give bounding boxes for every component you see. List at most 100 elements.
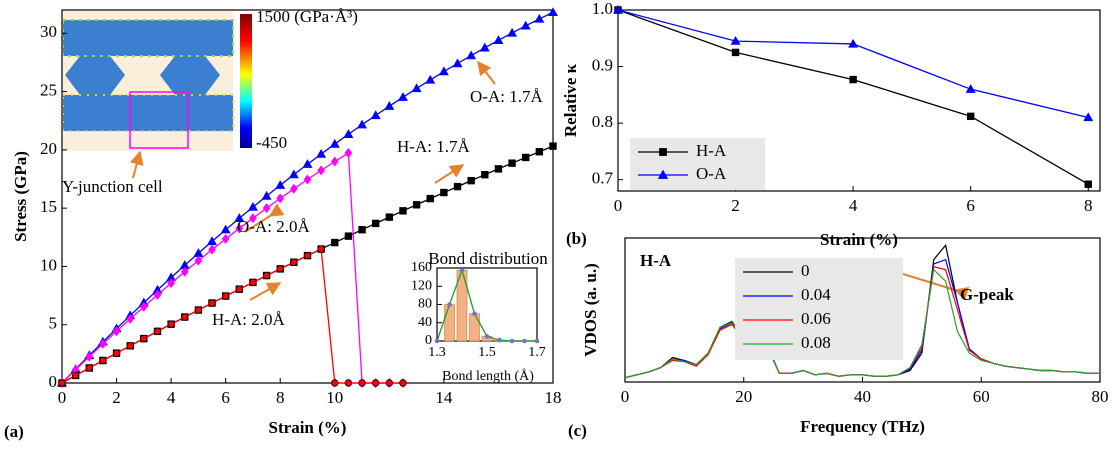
marker — [425, 74, 436, 84]
marker — [71, 371, 80, 380]
marker — [548, 7, 558, 17]
marker — [208, 299, 216, 307]
marker — [520, 20, 531, 30]
marker — [112, 326, 121, 337]
marker — [330, 156, 339, 167]
marker — [385, 213, 394, 221]
marker — [99, 338, 107, 349]
annotation: O-A: 2.0Å — [237, 217, 310, 236]
panel-label: (b) — [566, 229, 587, 248]
marker — [534, 338, 540, 344]
panel-label: (a) — [4, 422, 24, 441]
marker — [194, 255, 203, 266]
marker — [509, 338, 515, 344]
annotation: H-A: 2.0Å — [212, 310, 285, 329]
x-tick-label: 0 — [621, 387, 630, 406]
legend-label: 0 — [801, 261, 810, 280]
marker — [167, 278, 175, 289]
marker — [153, 289, 162, 300]
marker — [479, 42, 490, 52]
marker — [371, 379, 380, 387]
arrows — [244, 60, 970, 301]
marker — [262, 203, 271, 214]
marker — [411, 83, 422, 93]
marker — [290, 258, 298, 266]
marker — [459, 267, 465, 273]
x-tick-label: 18 — [545, 388, 562, 407]
x-tick-label: 14 — [435, 388, 453, 407]
marker — [126, 313, 134, 324]
x-tick-label: 40 — [854, 387, 871, 406]
line — [624, 268, 1100, 379]
y-tick-label: 0.7 — [592, 169, 614, 188]
annotation: H-A: 1.7Å — [397, 137, 470, 156]
legend-label: 0.04 — [801, 285, 831, 304]
marker — [357, 119, 368, 129]
marker — [358, 226, 366, 234]
line — [617, 9, 1089, 119]
marker — [522, 153, 530, 162]
marker — [434, 338, 440, 344]
marker — [288, 169, 299, 179]
x-tick-label: 0 — [58, 388, 67, 407]
x-axis-label: Frequency (THz) — [800, 417, 925, 436]
marker — [384, 101, 395, 110]
marker — [85, 351, 94, 362]
marker — [221, 292, 230, 300]
colorbar-label: 1500 (GPa·Å³) — [256, 7, 358, 26]
annotation: Y-junction cell — [62, 177, 163, 196]
marker — [371, 219, 380, 228]
bar — [444, 304, 455, 342]
axes-frame — [617, 9, 1101, 192]
marker — [399, 379, 407, 387]
marker — [247, 201, 258, 211]
marker — [180, 266, 189, 277]
y-tick-label: 30 — [40, 22, 57, 41]
marker — [112, 349, 121, 357]
x-axis-label: Strain (%) — [269, 418, 347, 437]
marker — [234, 213, 245, 222]
y-tick-label: 120 — [411, 278, 432, 293]
panel-title: H-A — [640, 251, 672, 270]
x-tick-label: 4 — [167, 388, 176, 407]
legend-label: H-A — [696, 141, 727, 160]
marker — [343, 129, 354, 138]
annotation: O-A: 1.7Å — [470, 87, 543, 106]
y-axis-label: VDOS (a. u.) — [581, 263, 600, 357]
marker — [275, 180, 286, 189]
marker — [1083, 112, 1094, 122]
marker — [316, 148, 327, 158]
marker — [99, 356, 107, 365]
marker — [249, 213, 257, 224]
marker — [481, 171, 489, 179]
x-tick-label: 1.3 — [428, 345, 446, 360]
marker — [1084, 180, 1092, 188]
marker — [966, 112, 975, 121]
marker — [235, 285, 244, 293]
y-tick-label: 10 — [40, 255, 57, 274]
marker — [261, 190, 272, 200]
marker — [731, 48, 740, 57]
marker — [329, 138, 340, 148]
x-tick-label: 8 — [276, 388, 285, 407]
marker — [344, 379, 353, 387]
marker — [331, 379, 339, 387]
x-tick-label: 4 — [849, 196, 858, 215]
marker — [220, 224, 231, 234]
marker — [484, 334, 490, 339]
marker — [85, 364, 93, 372]
series — [617, 9, 1089, 119]
marker — [397, 92, 408, 101]
legend-box — [735, 258, 903, 360]
y-tick-label: 40 — [418, 315, 432, 330]
marker — [303, 251, 312, 260]
marker — [399, 207, 407, 215]
marker — [208, 244, 216, 255]
colorbar-label: -450 — [256, 133, 287, 152]
y-tick-label: 0.8 — [592, 112, 613, 131]
y-tick-label: 1.0 — [592, 0, 613, 18]
marker — [657, 169, 669, 179]
marker — [452, 58, 463, 68]
legend-label: O-A — [696, 164, 727, 183]
